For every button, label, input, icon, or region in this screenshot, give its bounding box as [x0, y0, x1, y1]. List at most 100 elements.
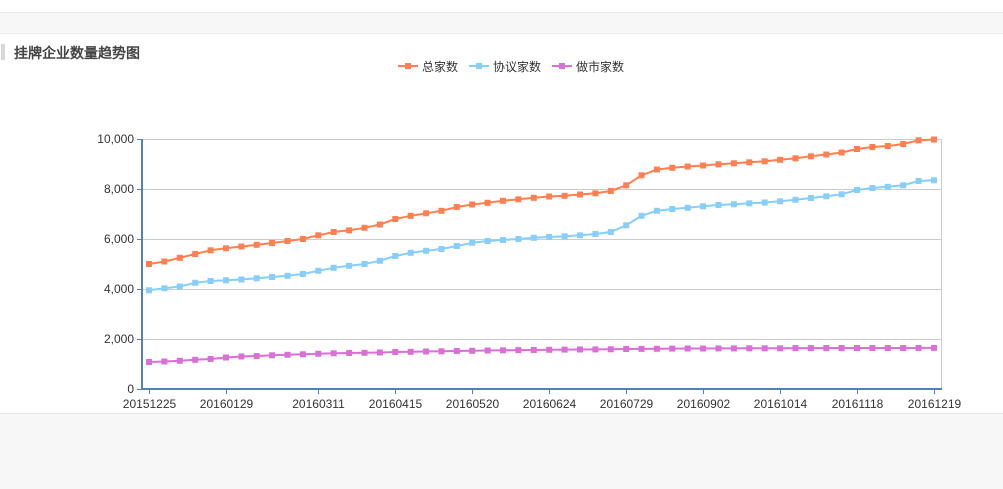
data-point-total	[607, 188, 614, 194]
data-point-total	[730, 160, 737, 167]
data-point-market-making	[715, 345, 722, 352]
title-accent-bar	[1, 44, 5, 60]
data-point-agreement	[223, 277, 229, 284]
data-point-agreement	[669, 206, 676, 212]
y-tick-label: 10,000	[97, 132, 134, 146]
data-point-total	[715, 161, 722, 168]
legend-item-market-making[interactable]: 做市家数	[552, 58, 624, 74]
data-point-market-making	[269, 352, 276, 359]
data-point-agreement	[269, 274, 276, 280]
data-point-market-making	[161, 358, 168, 365]
data-point-market-making	[469, 347, 476, 354]
data-point-agreement	[192, 279, 199, 286]
data-point-total	[700, 162, 707, 169]
data-point-agreement	[931, 177, 937, 184]
data-point-market-making	[653, 345, 660, 352]
x-tick-label: 20161219	[908, 397, 962, 411]
legend-marker-market-making	[559, 63, 565, 69]
data-point-total	[761, 158, 768, 165]
legend-item-total[interactable]: 总家数	[398, 58, 458, 74]
y-tick-label: 4,000	[104, 282, 134, 296]
data-point-market-making	[253, 353, 260, 359]
data-point-agreement	[346, 262, 353, 269]
x-tick-label: 20160129	[200, 397, 254, 411]
data-point-total	[915, 137, 922, 144]
data-point-agreement	[146, 287, 152, 294]
x-tick-label: 20160520	[446, 397, 500, 411]
x-tick-label: 20161118	[832, 397, 884, 411]
y-tick-label: 0	[127, 382, 134, 396]
data-point-total	[530, 194, 537, 201]
data-point-market-making	[854, 345, 860, 351]
data-point-market-making	[453, 348, 460, 354]
data-point-agreement	[715, 202, 722, 208]
data-point-agreement	[792, 196, 799, 203]
data-point-agreement	[253, 275, 260, 282]
data-point-agreement	[900, 182, 907, 189]
data-point-agreement	[315, 267, 322, 274]
data-point-total	[515, 196, 522, 203]
data-point-agreement	[730, 201, 737, 208]
data-point-total	[161, 258, 168, 265]
data-point-agreement	[854, 187, 860, 193]
legend-item-agreement[interactable]: 协议家数	[469, 58, 541, 74]
y-tick-label: 8,000	[104, 182, 134, 196]
data-point-market-making	[561, 346, 568, 353]
panel-title: 挂牌企业数量趋势图	[14, 45, 140, 61]
data-point-market-making	[376, 349, 383, 356]
data-point-total	[392, 216, 399, 222]
data-point-total	[807, 153, 814, 160]
x-tick-label: 20160415	[369, 397, 423, 411]
data-point-agreement	[653, 207, 660, 214]
data-point-total	[407, 212, 414, 219]
data-point-market-making	[638, 345, 645, 352]
legend-label-total: 总家数	[422, 59, 459, 74]
data-point-total	[176, 254, 183, 261]
data-point-agreement	[561, 233, 568, 240]
x-tick-label: 20161014	[754, 397, 808, 411]
data-point-market-making	[284, 351, 291, 358]
data-point-market-making	[900, 345, 907, 351]
data-point-total	[269, 240, 276, 246]
data-point-total	[854, 146, 860, 152]
data-point-agreement	[607, 229, 614, 235]
data-point-agreement	[592, 231, 599, 237]
data-point-total	[792, 155, 799, 162]
data-point-total	[546, 193, 553, 200]
data-point-market-making	[684, 345, 691, 352]
x-tick-label: 20160311	[292, 397, 345, 411]
data-point-agreement	[376, 257, 383, 264]
legend-label-agreement: 协议家数	[493, 59, 542, 74]
data-point-total	[192, 251, 199, 257]
data-point-total	[561, 192, 568, 199]
data-point-total	[653, 166, 660, 173]
data-point-total	[469, 201, 476, 208]
data-point-agreement	[176, 283, 183, 290]
legend-marker-agreement	[476, 63, 482, 69]
data-point-market-making	[669, 345, 676, 352]
data-point-market-making	[546, 346, 553, 353]
data-point-agreement	[530, 234, 537, 241]
data-point-total	[284, 238, 291, 244]
top-strip	[0, 0, 1003, 13]
data-point-total	[438, 207, 445, 214]
data-point-total	[299, 236, 306, 242]
data-point-market-making	[746, 345, 753, 352]
data-point-total	[253, 241, 260, 248]
data-point-market-making	[592, 346, 599, 353]
data-point-market-making	[700, 345, 707, 352]
data-point-total	[423, 210, 430, 217]
data-point-agreement	[777, 198, 784, 205]
data-point-total	[777, 156, 784, 163]
data-point-agreement	[238, 276, 245, 283]
data-point-total	[592, 190, 599, 197]
data-point-market-making	[915, 344, 922, 351]
data-point-total	[746, 159, 753, 166]
data-point-agreement	[515, 236, 522, 242]
data-point-total	[931, 136, 937, 143]
series-line-market-making	[148, 346, 934, 363]
data-point-total	[577, 191, 583, 198]
x-tick-label: 20151225	[123, 397, 177, 411]
data-point-agreement	[423, 247, 430, 254]
data-point-market-making	[530, 347, 537, 353]
